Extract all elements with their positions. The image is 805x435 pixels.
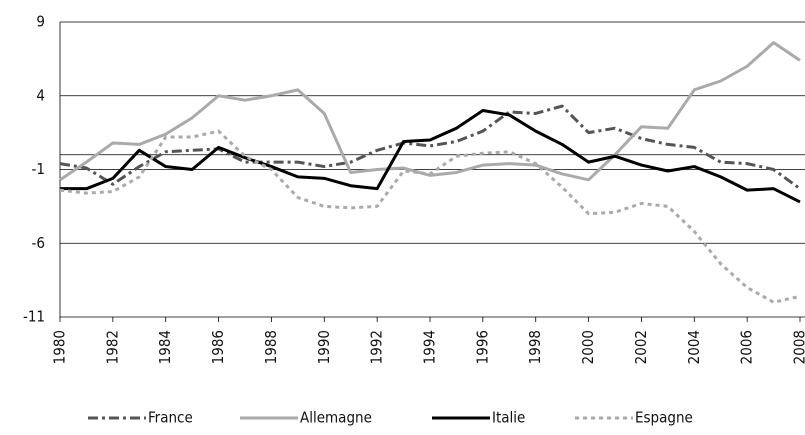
legend-label: France bbox=[148, 409, 193, 427]
y-tick-label: -6 bbox=[32, 234, 45, 252]
x-tick-label: 1986 bbox=[209, 330, 227, 364]
x-tick-label: 2006 bbox=[738, 330, 756, 364]
x-tick-label: 1980 bbox=[51, 330, 69, 364]
legend-label: Italie bbox=[492, 409, 525, 427]
x-tick-label: 1982 bbox=[103, 330, 121, 364]
y-tick-label: 4 bbox=[36, 86, 45, 104]
x-tick-label: 1998 bbox=[526, 330, 544, 364]
x-tick-label: 1994 bbox=[421, 330, 439, 364]
y-tick-label: -1 bbox=[32, 160, 45, 178]
series-line bbox=[59, 41, 801, 182]
y-tick-label: -11 bbox=[23, 308, 45, 326]
x-tick-label: 1992 bbox=[368, 330, 386, 364]
x-tick-label: 1984 bbox=[156, 330, 174, 364]
x-tick-label: 1988 bbox=[262, 330, 280, 364]
x-tick-label: 2000 bbox=[579, 330, 597, 364]
x-tick-label: 2008 bbox=[791, 330, 805, 364]
x-tick-label: 2004 bbox=[685, 330, 703, 364]
series-line bbox=[60, 109, 801, 204]
legend-label: Espagne bbox=[635, 409, 693, 427]
series-line bbox=[59, 129, 801, 304]
x-tick-label: 1990 bbox=[315, 330, 333, 364]
x-tick-label: 2002 bbox=[632, 330, 650, 364]
legend-label: Allemagne bbox=[300, 409, 372, 427]
x-tick-label: 1996 bbox=[473, 330, 491, 364]
y-tick-label: 9 bbox=[36, 13, 45, 31]
